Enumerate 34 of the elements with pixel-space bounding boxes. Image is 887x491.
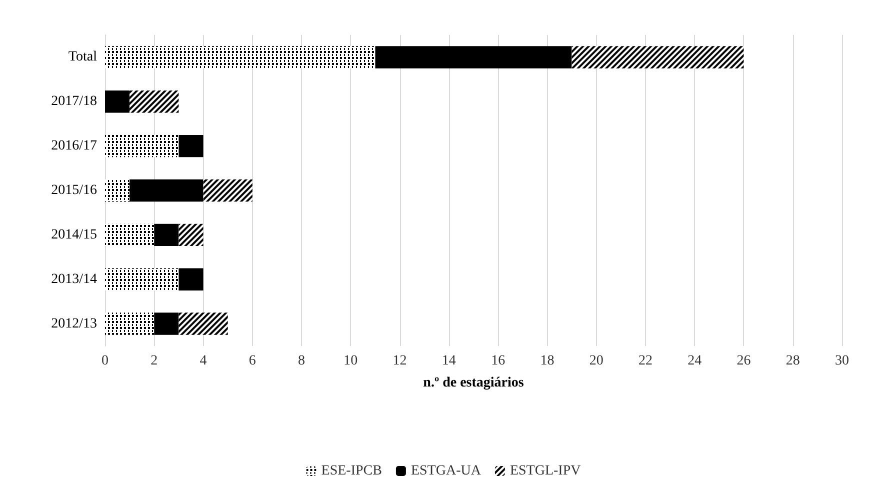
bar — [154, 224, 179, 246]
bar — [130, 179, 204, 202]
x-tick-label: 8 — [298, 354, 306, 368]
x-tick-label: 20 — [589, 354, 604, 368]
legend-label: ESE-IPCB — [321, 464, 382, 478]
y-tick-label: 2015/16 — [51, 183, 97, 198]
bar — [178, 268, 204, 290]
x-tick-label: 30 — [835, 354, 849, 368]
x-tick-label: 2 — [150, 354, 158, 368]
y-tick-label: 2013/14 — [51, 272, 97, 287]
y-tick-label: 2017/18 — [51, 94, 97, 110]
x-axis-title: n.º de estagiários — [423, 376, 524, 390]
bar — [375, 46, 572, 68]
bar — [105, 90, 130, 113]
x-tick-label: 6 — [248, 354, 256, 368]
y-tick-label: 2016/17 — [51, 138, 97, 154]
x-tick-label: 12 — [392, 354, 407, 368]
y-tick-label: Total — [68, 50, 98, 65]
y-tick-label: 2014/15 — [51, 227, 97, 242]
x-tick-label: 10 — [344, 354, 358, 368]
x-tick-label: 18 — [540, 354, 554, 368]
x-tick-label: 24 — [688, 354, 702, 368]
x-tick-label: 14 — [442, 354, 456, 368]
x-tick-label: 28 — [786, 354, 800, 368]
x-tick-label: 16 — [491, 354, 506, 368]
bar — [178, 134, 204, 158]
legend-label: ESTGA-UA — [410, 464, 482, 478]
x-tick-label: 0 — [102, 354, 108, 368]
legend-label: ESTGL-IPV — [510, 464, 581, 478]
y-tick-label: 2012/13 — [51, 316, 97, 332]
x-tick-label: 4 — [200, 354, 207, 368]
x-tick-label: 22 — [638, 354, 652, 368]
bar — [154, 312, 179, 335]
x-tick-label: 26 — [736, 354, 751, 368]
